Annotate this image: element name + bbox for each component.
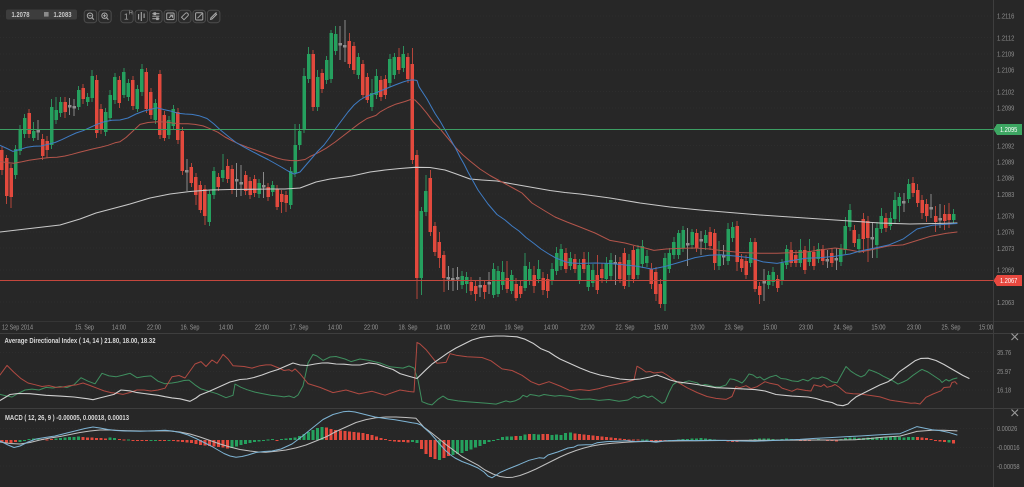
svg-text:14:00: 14:00 xyxy=(219,323,233,332)
svg-text:-0.00058: -0.00058 xyxy=(997,462,1020,471)
svg-text:14:00: 14:00 xyxy=(112,323,126,332)
svg-text:24. Sep: 24. Sep xyxy=(834,323,853,332)
svg-text:1.2083: 1.2083 xyxy=(997,190,1014,199)
svg-text:15. Sep: 15. Sep xyxy=(75,323,94,332)
svg-text:1.2083: 1.2083 xyxy=(54,10,72,19)
svg-text:MACD ( 12, 26, 9 ) -0.00005, 0: MACD ( 12, 26, 9 ) -0.00005, 0.00018, 0.… xyxy=(5,415,129,422)
svg-text:1.2078: 1.2078 xyxy=(12,10,30,19)
svg-text:22:00: 22:00 xyxy=(471,323,485,332)
svg-text:14:00: 14:00 xyxy=(436,323,450,332)
svg-text:16. Sep: 16. Sep xyxy=(181,323,200,332)
svg-text:1.2116: 1.2116 xyxy=(997,12,1014,21)
svg-text:23. Sep: 23. Sep xyxy=(725,323,744,332)
svg-text:22:00: 22:00 xyxy=(580,323,594,332)
svg-text:1.2067: 1.2067 xyxy=(1000,276,1017,285)
svg-text:23:00: 23:00 xyxy=(799,323,813,332)
svg-text:1.2089: 1.2089 xyxy=(997,158,1014,167)
svg-text:25.97: 25.97 xyxy=(997,367,1011,376)
svg-text:1.2099: 1.2099 xyxy=(997,104,1014,113)
svg-text:14:00: 14:00 xyxy=(328,323,342,332)
svg-text:1.2073: 1.2073 xyxy=(997,244,1014,253)
svg-text:H: H xyxy=(129,11,133,17)
svg-text:-0.00016: -0.00016 xyxy=(997,443,1020,452)
svg-text:1.2102: 1.2102 xyxy=(997,87,1014,96)
svg-text:15:00: 15:00 xyxy=(979,323,993,332)
svg-text:0.00026: 0.00026 xyxy=(997,424,1017,433)
svg-text:1.2069: 1.2069 xyxy=(997,266,1014,275)
svg-text:1.2109: 1.2109 xyxy=(997,50,1014,59)
svg-text:23:00: 23:00 xyxy=(907,323,921,332)
svg-text:18. Sep: 18. Sep xyxy=(399,323,418,332)
svg-text:12 Sep 2014: 12 Sep 2014 xyxy=(2,323,33,332)
svg-text:1.2076: 1.2076 xyxy=(997,228,1014,237)
svg-text:15:00: 15:00 xyxy=(654,323,668,332)
svg-text:19. Sep: 19. Sep xyxy=(505,323,524,332)
svg-text:22:00: 22:00 xyxy=(255,323,269,332)
svg-text:1.2063: 1.2063 xyxy=(997,298,1014,307)
svg-text:1: 1 xyxy=(124,12,129,22)
svg-text:22:00: 22:00 xyxy=(147,323,161,332)
svg-text:35.76: 35.76 xyxy=(997,348,1011,357)
svg-text:22. Sep: 22. Sep xyxy=(616,323,635,332)
svg-text:17. Sep: 17. Sep xyxy=(290,323,309,332)
svg-text:1.2079: 1.2079 xyxy=(997,212,1014,221)
svg-text:1.2095: 1.2095 xyxy=(1000,125,1017,134)
svg-text:1.2112: 1.2112 xyxy=(997,33,1014,42)
svg-text:1.2086: 1.2086 xyxy=(997,174,1014,183)
svg-text:1.2092: 1.2092 xyxy=(997,141,1014,150)
svg-text:14:00: 14:00 xyxy=(544,323,558,332)
svg-text:22:00: 22:00 xyxy=(364,323,378,332)
svg-text:23:00: 23:00 xyxy=(690,323,704,332)
svg-text:Average Directional Index ( 14: Average Directional Index ( 14, 14 ) 21.… xyxy=(5,338,156,345)
svg-text:16.18: 16.18 xyxy=(997,386,1011,395)
svg-text:15:00: 15:00 xyxy=(763,323,777,332)
svg-text:1.2106: 1.2106 xyxy=(997,66,1014,75)
svg-text:15:00: 15:00 xyxy=(871,323,885,332)
svg-text:25. Sep: 25. Sep xyxy=(942,323,961,332)
